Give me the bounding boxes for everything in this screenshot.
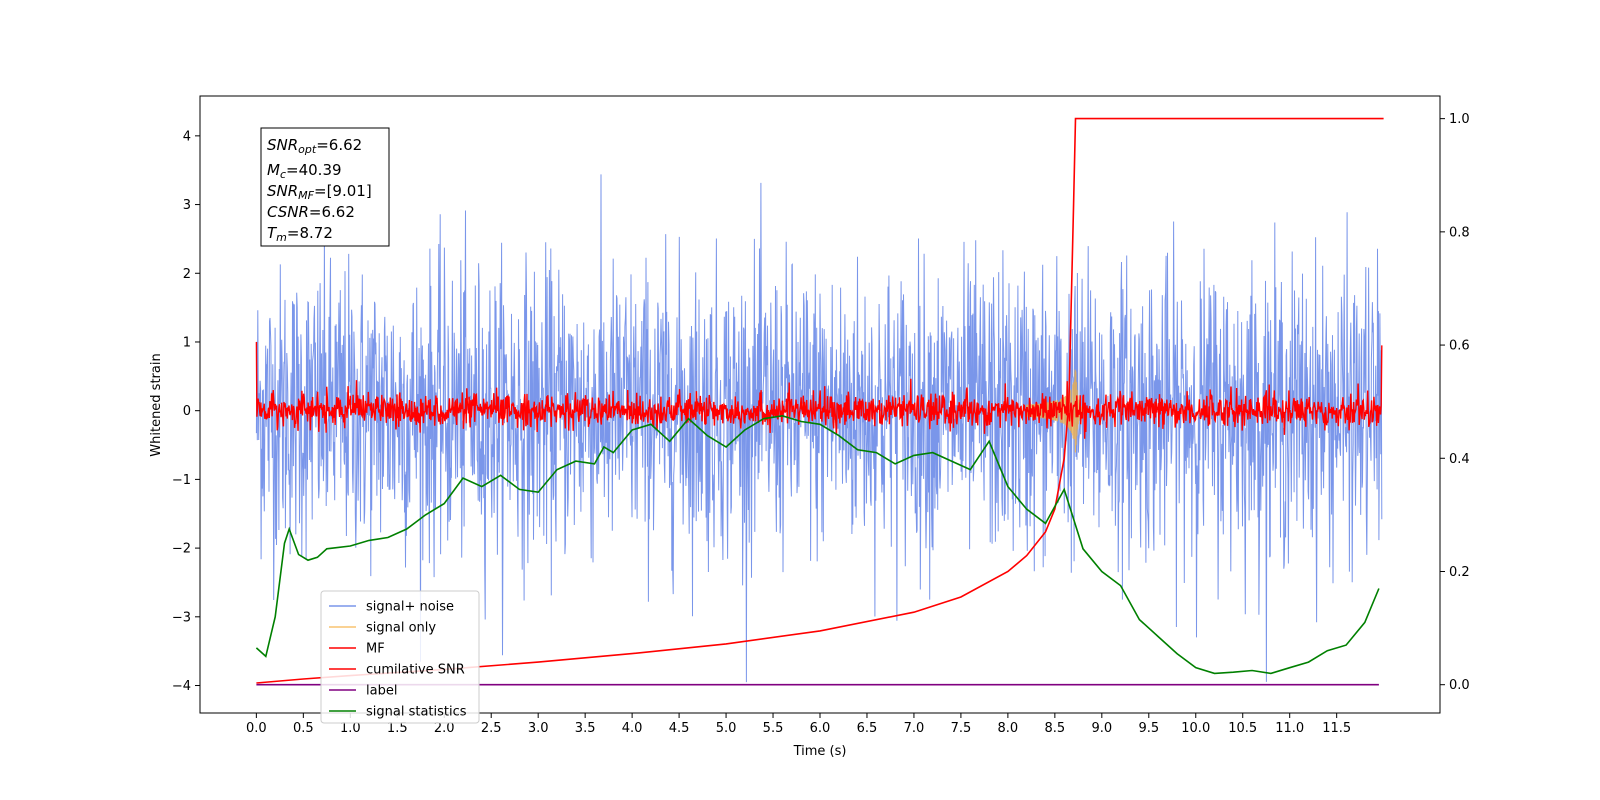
x-tick-label: 10.0 <box>1181 721 1210 736</box>
y2-tick-label: 0.8 <box>1449 225 1470 240</box>
y-tick-label: −1 <box>172 473 191 488</box>
legend-entry: label <box>366 684 397 699</box>
y-tick-label: 4 <box>183 129 191 144</box>
y-tick-label: 1 <box>183 335 191 350</box>
tm-value: =8.72 <box>287 224 333 242</box>
mc-value: =40.39 <box>286 161 342 179</box>
x-tick-label: 6.5 <box>857 721 878 736</box>
svg-text:SNRMF=[9.01]: SNRMF=[9.01] <box>267 182 372 202</box>
legend: signal+ noise signal only MF cumilative SNR… <box>320 590 480 724</box>
y2-tick-label: 0.2 <box>1449 565 1470 580</box>
snr-opt-sub: opt <box>298 143 317 156</box>
legend-entry: cumilative SNR <box>366 663 465 678</box>
y-tick-label: −2 <box>172 542 191 557</box>
x-tick-label: 5.0 <box>716 721 737 736</box>
x-tick-label: 10.5 <box>1228 721 1257 736</box>
y-ticks: 4 3 2 1 0 −1 −2 −3 −4 <box>172 129 200 694</box>
mf-series <box>255 341 1383 439</box>
x-tick-label: 6.0 <box>810 721 831 736</box>
x-ticks: 0.0 0.5 1.0 1.5 2.0 2.5 3.0 3.5 4.0 4.5 5.0 5.5 6.0 6… <box>246 713 1351 736</box>
x-tick-label: 3.5 <box>575 721 596 736</box>
svg-text:Tm=8.72: Tm=8.72 <box>267 224 333 244</box>
y-tick-label: 3 <box>183 198 191 213</box>
y-tick-label: 2 <box>183 267 191 282</box>
tm-label: T <box>267 224 278 242</box>
y-axis-label: Whitened strain <box>149 353 164 456</box>
x-tick-label: 2.5 <box>481 721 502 736</box>
annotation-box: SNRopt=6.62 Mc=40.39 SNRMF=[9.01] CSNR=6… <box>260 127 390 247</box>
x-tick-label: 3.0 <box>528 721 549 736</box>
mc-sub: c <box>280 168 286 181</box>
snr-opt-value: =6.62 <box>316 136 362 154</box>
x-tick-label: 4.5 <box>669 721 690 736</box>
x-axis-label: Time (s) <box>793 744 847 759</box>
x-tick-label: 8.0 <box>998 721 1019 736</box>
x-tick-label: 11.0 <box>1275 721 1304 736</box>
x-tick-label: 7.5 <box>951 721 972 736</box>
x-tick-label: 4.0 <box>622 721 643 736</box>
y-tick-label: 0 <box>183 404 191 419</box>
mc-label: M <box>267 161 280 179</box>
y-tick-label: −4 <box>172 679 191 694</box>
series-line-6 <box>255 414 1380 675</box>
x-tick-label: 1.5 <box>387 721 408 736</box>
y2-tick-label: 0.4 <box>1449 452 1470 467</box>
snr-mf-label: SNR <box>267 182 298 200</box>
x-tick-label: 5.5 <box>763 721 784 736</box>
x-tick-label: 1.0 <box>340 721 361 736</box>
legend-entry: MF <box>366 642 385 657</box>
x-tick-label: 9.5 <box>1138 721 1159 736</box>
legend-entry: signal statistics <box>366 705 467 720</box>
svg-text:SNRopt=6.62: SNRopt=6.62 <box>267 136 362 156</box>
snr-mf-sub: MF <box>298 189 314 202</box>
x-tick-label: 2.0 <box>434 721 455 736</box>
tm-sub: m <box>276 231 287 244</box>
x-tick-label: 8.5 <box>1045 721 1066 736</box>
x-tick-label: 11.5 <box>1322 721 1351 736</box>
x-tick-label: 9.0 <box>1091 721 1112 736</box>
csnr-value: =6.62 <box>309 203 355 221</box>
csnr-label: CSNR <box>267 203 309 221</box>
x-tick-label: 7.0 <box>904 721 925 736</box>
y2-tick-label: 1.0 <box>1449 112 1470 127</box>
snr-opt-label: SNR <box>267 136 298 154</box>
legend-entry: signal only <box>366 621 436 636</box>
snr-mf-value: =[9.01] <box>314 182 372 200</box>
legend-entry: signal+ noise <box>366 600 454 615</box>
svg-text:Mc=40.39: Mc=40.39 <box>267 161 342 181</box>
y-tick-label: −3 <box>172 610 191 625</box>
svg-text:CSNR=6.62: CSNR=6.62 <box>267 203 355 221</box>
mf-line <box>255 341 1383 439</box>
y2-tick-label: 0.0 <box>1449 678 1470 693</box>
y2-ticks: 1.0 0.8 0.6 0.4 0.2 0.0 <box>1440 112 1470 693</box>
x-tick-label: 0.5 <box>293 721 314 736</box>
y2-tick-label: 0.6 <box>1449 339 1470 354</box>
x-tick-label: 0.0 <box>246 721 267 736</box>
